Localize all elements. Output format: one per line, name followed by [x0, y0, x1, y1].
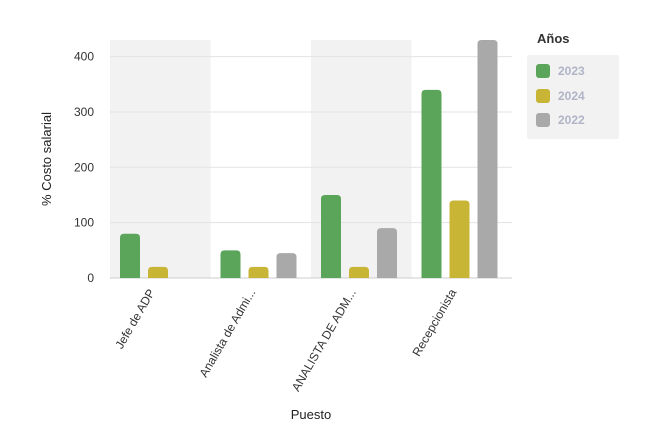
legend-item-2022[interactable]: 2022	[527, 108, 619, 133]
legend-label-2022: 2022	[558, 113, 585, 128]
category-bands	[110, 40, 412, 278]
legend-box: 2023 2024 2022	[527, 55, 619, 139]
legend-item-2024[interactable]: 2024	[527, 84, 619, 109]
bar-2023-3[interactable]	[421, 89, 442, 278]
legend-swatch-2023	[536, 64, 550, 79]
legend-swatch-2022	[536, 113, 550, 128]
x-tick-label: Recepcionista	[410, 286, 460, 359]
x-axis-title: Puesto	[291, 407, 331, 422]
bar-2024-0[interactable]	[148, 266, 168, 278]
gridlines	[110, 56, 512, 279]
y-axis-title: % Costo salarial	[39, 112, 54, 206]
bar-2024-1[interactable]	[248, 266, 269, 278]
legend-label-2023: 2023	[558, 64, 585, 79]
y-tick-label: 300	[74, 105, 94, 119]
bar-2024-2[interactable]	[349, 266, 369, 278]
bar-2023-2[interactable]	[321, 194, 341, 278]
bar-2024-3[interactable]	[449, 200, 470, 278]
y-tick-label: 400	[74, 50, 94, 64]
x-tick-label: Analista de Admi...	[197, 287, 259, 380]
x-tick-label: ANALISTA DE ADM...	[289, 287, 359, 394]
legend: Años 2023 2024 2022	[527, 31, 619, 139]
legend-item-2023[interactable]: 2023	[527, 59, 619, 84]
bars	[120, 40, 498, 278]
x-axis-ticks: Jefe de ADP Analista de Admi... ANALISTA D…	[112, 286, 459, 394]
bar-2022-1[interactable]	[276, 253, 297, 278]
legend-label-2024: 2024	[558, 88, 585, 103]
bar-2022-3[interactable]	[477, 40, 498, 278]
y-tick-label: 0	[87, 271, 94, 285]
legend-title: Años	[537, 31, 570, 46]
bar-2023-0[interactable]	[120, 233, 140, 278]
legend-swatch-2024	[536, 88, 550, 103]
bar-2023-1[interactable]	[220, 250, 241, 278]
y-tick-label: 100	[74, 216, 94, 230]
y-axis-ticks: 0 100 200 300 400	[74, 50, 94, 285]
bar-2022-2[interactable]	[377, 228, 397, 278]
y-tick-label: 200	[74, 160, 94, 174]
x-tick-label: Jefe de ADP	[112, 287, 157, 352]
